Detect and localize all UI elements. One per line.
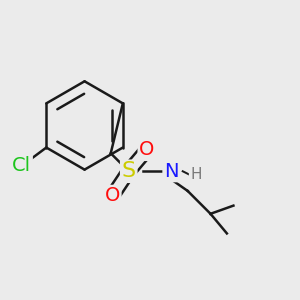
Text: O: O [139,140,154,160]
Text: S: S [122,161,136,181]
Text: N: N [164,162,178,181]
Text: Cl: Cl [12,156,31,175]
Text: O: O [105,186,120,205]
Text: H: H [190,167,202,182]
